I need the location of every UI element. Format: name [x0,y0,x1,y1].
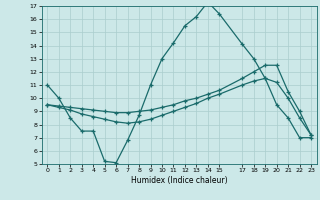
X-axis label: Humidex (Indice chaleur): Humidex (Indice chaleur) [131,176,228,185]
